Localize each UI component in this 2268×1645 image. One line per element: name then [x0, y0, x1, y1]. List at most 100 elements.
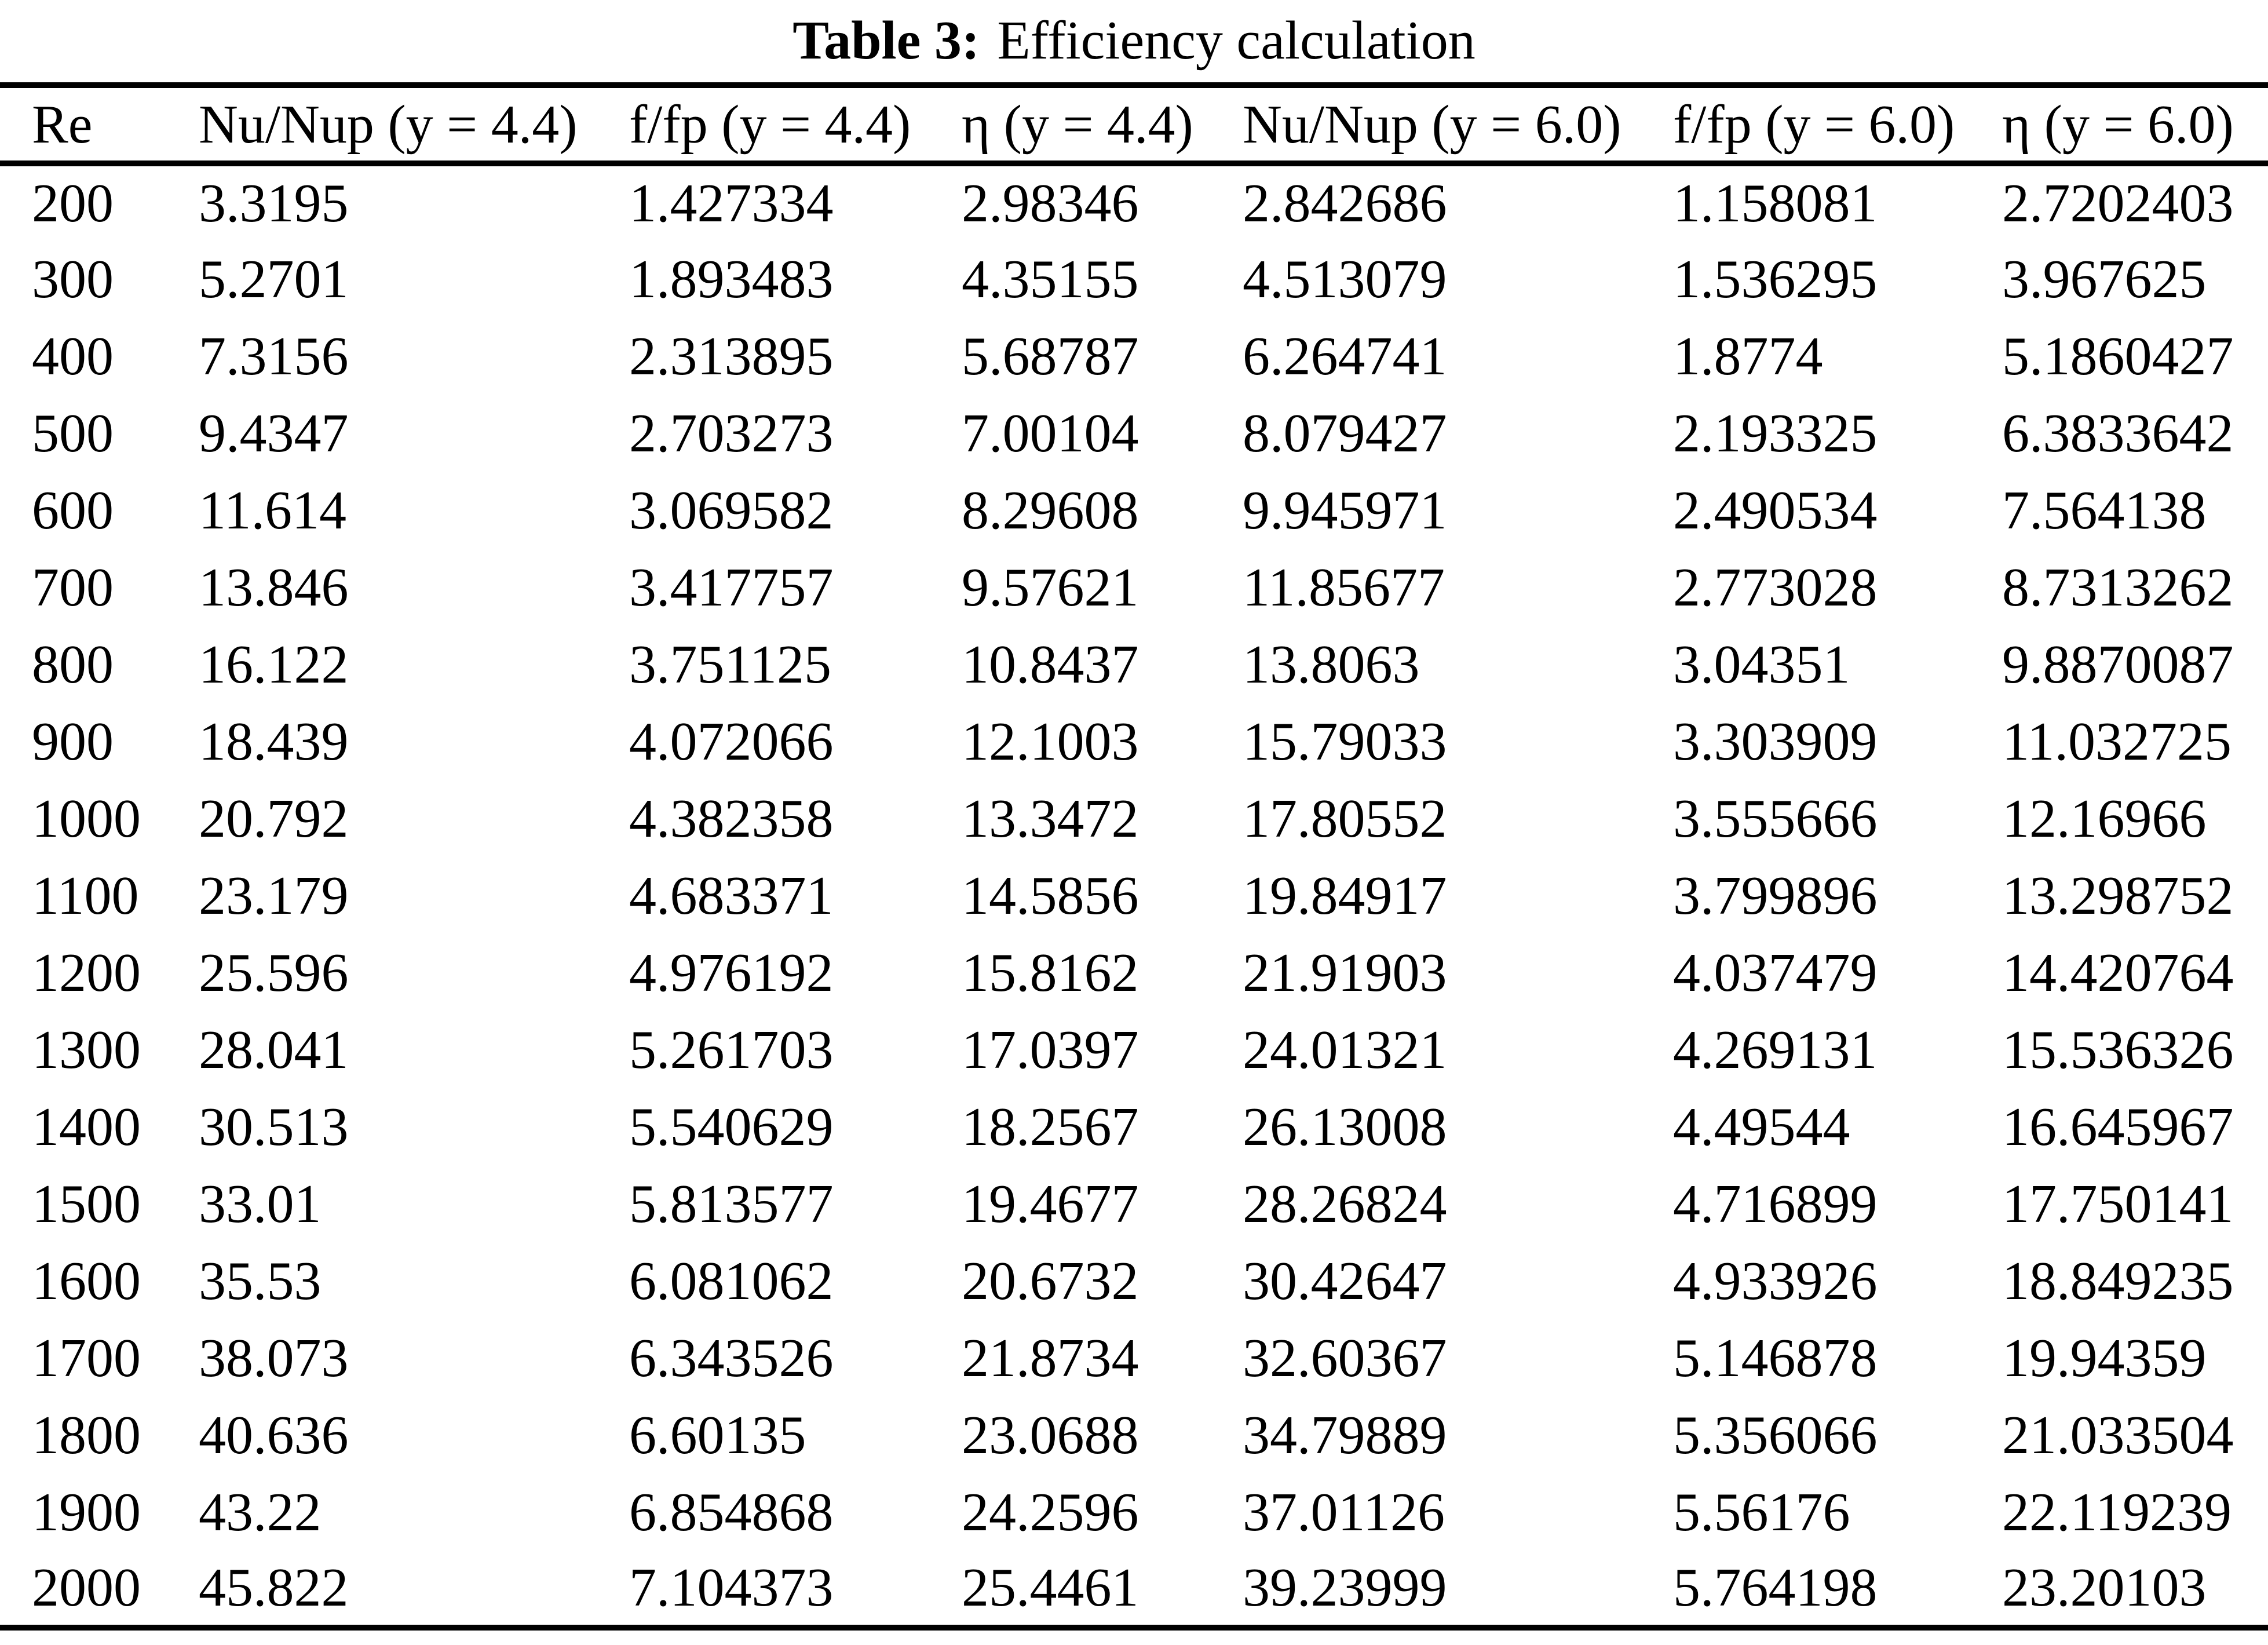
table-cell: 4.933926	[1673, 1250, 1878, 1311]
table-row: 1400 30.513 5.540629 18.2567 26.13008 4.49544…	[0, 1088, 2268, 1165]
table-cell: 5.2701	[199, 249, 349, 309]
table-cell: 3.751125	[629, 634, 832, 695]
table-cell: 11.614	[199, 480, 347, 541]
table-caption-label: Table 3:	[792, 10, 980, 71]
table-cell: 5.356066	[1673, 1405, 1878, 1465]
table-cell: 2.703273	[629, 403, 834, 464]
table-cell: 25.596	[199, 942, 349, 1003]
table-cell: 3.04351	[1673, 634, 1850, 695]
table-cell: 6.854868	[629, 1482, 834, 1542]
table-cell: 4.716899	[1673, 1173, 1878, 1234]
table-cell: 28.041	[199, 1019, 349, 1080]
table-cell: 25.4461	[962, 1558, 1139, 1618]
table-cell: 13.298752	[2002, 865, 2234, 926]
table-cell: 500	[32, 403, 114, 464]
table-cell: 1100	[32, 865, 139, 926]
table-cell: 6.343526	[629, 1327, 834, 1388]
table-cell: 900	[32, 711, 114, 772]
column-header: η (y = 4.4)	[962, 85, 1243, 166]
table-cell: 1600	[32, 1250, 141, 1311]
table-cell: 2.193325	[1673, 403, 1878, 464]
table-cell: 5.261703	[629, 1019, 834, 1080]
table-cell: 1.158081	[1673, 173, 1878, 234]
column-header: η (y = 6.0)	[2002, 85, 2268, 166]
table-cell: 5.56176	[1673, 1482, 1850, 1542]
table-header: Re Nu/Nup (y = 4.4) f/fp (y = 4.4) η (y = 4…	[0, 85, 2268, 166]
table-cell: 2.842686	[1243, 173, 1447, 234]
table-cell: 34.79889	[1243, 1405, 1447, 1465]
table-cell: 2.773028	[1673, 557, 1878, 618]
table-cell: 37.01126	[1243, 1482, 1445, 1542]
table-cell: 24.2596	[962, 1482, 1139, 1542]
table-cell: 22.119239	[2002, 1482, 2232, 1542]
table-cell: 4.976192	[629, 942, 834, 1003]
table-cell: 20.6732	[962, 1250, 1139, 1311]
table-row: 500 9.4347 2.703273 7.00104 8.079427 2.193325…	[0, 395, 2268, 472]
table-cell: 10.8437	[962, 634, 1139, 695]
table-cell: 30.42647	[1243, 1250, 1447, 1311]
column-header: Nu/Nup (y = 6.0)	[1243, 85, 1673, 166]
table-cell: 3.3195	[199, 173, 349, 234]
table-cell: 5.68787	[962, 326, 1139, 386]
table-cell: 14.5856	[962, 865, 1139, 926]
table-row: 600 11.614 3.069582 8.29608 9.945971 2.490534…	[0, 472, 2268, 549]
table-row: 1800 40.636 6.60135 23.0688 34.79889 5.356066…	[0, 1396, 2268, 1473]
table-row: 400 7.3156 2.313895 5.68787 6.264741 1.8774 5.…	[0, 318, 2268, 395]
table-cell: 21.91903	[1243, 942, 1447, 1003]
table-cell: 35.53	[199, 1250, 322, 1311]
table-cell: 7.104373	[629, 1558, 834, 1618]
table-cell: 6.081062	[629, 1250, 834, 1311]
table-cell: 3.555666	[1673, 788, 1878, 849]
table-cell: 4.513079	[1243, 249, 1447, 309]
table-row: 1600 35.53 6.081062 20.6732 30.42647 4.933926…	[0, 1242, 2268, 1319]
table-row: 900 18.439 4.072066 12.1003 15.79033 3.303909…	[0, 703, 2268, 780]
table-row: 1000 20.792 4.382358 13.3472 17.80552 3.55566…	[0, 780, 2268, 857]
table-cell: 43.22	[199, 1482, 322, 1542]
table-cell: 1400	[32, 1096, 141, 1157]
table-cell: 4.037479	[1673, 942, 1878, 1003]
table-cell: 4.49544	[1673, 1096, 1850, 1157]
table-caption-text: Efficiency calculation	[997, 10, 1476, 71]
table-cell: 45.822	[199, 1558, 349, 1618]
table-cell: 2.98346	[962, 173, 1139, 234]
table-cell: 2.7202403	[2002, 173, 2234, 234]
table-cell: 21.033504	[2002, 1405, 2234, 1465]
column-header: Re	[0, 85, 199, 166]
table-cell: 6.3833642	[2002, 403, 2234, 464]
table-cell: 33.01	[199, 1173, 322, 1234]
table-cell: 200	[32, 173, 114, 234]
table-cell: 3.799896	[1673, 865, 1878, 926]
table-cell: 8.29608	[962, 480, 1139, 541]
table-cell: 38.073	[199, 1327, 349, 1388]
table-cell: 1.8774	[1673, 326, 1823, 386]
table-cell: 18.849235	[2002, 1250, 2234, 1311]
table-cell: 12.1003	[962, 711, 1139, 772]
table-cell: 19.94359	[2002, 1327, 2207, 1388]
column-header: f/fp (y = 6.0)	[1673, 85, 2002, 166]
table-row: 1500 33.01 5.813577 19.4677 28.26824 4.716899…	[0, 1165, 2268, 1242]
table-cell: 13.846	[199, 557, 349, 618]
table-cell: 15.79033	[1243, 711, 1447, 772]
table-cell: 1.893483	[629, 249, 834, 309]
table-cell: 1800	[32, 1405, 141, 1465]
table-cell: 28.26824	[1243, 1173, 1447, 1234]
table-cell: 12.16966	[2002, 788, 2207, 849]
table-cell: 16.122	[199, 634, 349, 695]
table-cell: 5.1860427	[2002, 326, 2234, 386]
table-cell: 1900	[32, 1482, 141, 1542]
table-cell: 16.645967	[2002, 1096, 2234, 1157]
table-cell: 5.146878	[1673, 1327, 1878, 1388]
table-cell: 3.303909	[1673, 711, 1878, 772]
table-cell: 5.764198	[1673, 1558, 1878, 1618]
table-cell: 1500	[32, 1173, 141, 1234]
table-cell: 1200	[32, 942, 141, 1003]
table-caption: Table 3: Efficiency calculation	[0, 0, 2268, 82]
table-cell: 23.179	[199, 865, 349, 926]
table-row: 200 3.3195 1.427334 2.98346 2.842686 1.158081…	[0, 163, 2268, 240]
table-row: 700 13.846 3.417757 9.57621 11.85677 2.773028…	[0, 549, 2268, 626]
table-cell: 17.0397	[962, 1019, 1139, 1080]
table-cell: 23.0688	[962, 1405, 1139, 1465]
table-cell: 39.23999	[1243, 1558, 1447, 1618]
table-cell: 15.536326	[2002, 1019, 2234, 1080]
